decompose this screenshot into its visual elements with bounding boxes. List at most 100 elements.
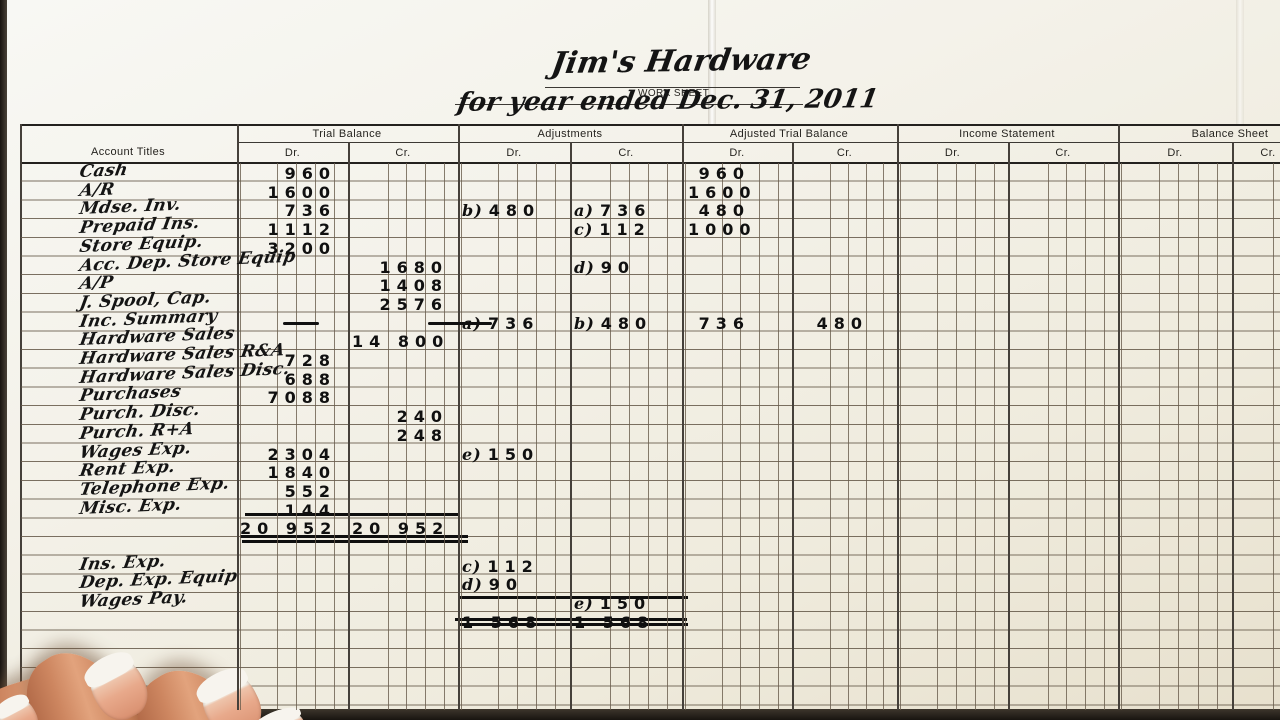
group-header-adjustments: Adjustments — [537, 128, 603, 140]
digit-column-line — [276, 163, 278, 710]
amount-cell: 1600 — [267, 182, 336, 202]
adjustment-ref-letter: e) — [574, 594, 594, 614]
group-divider-line-2 — [1121, 163, 1122, 710]
group-divider-line-2 — [900, 163, 901, 710]
digit-column-line — [777, 163, 779, 710]
form-label: WORK SHEET — [638, 88, 710, 99]
digit-column-line — [314, 163, 316, 710]
adjustment-ref-letter: b) — [462, 201, 483, 221]
digit-column-line — [1197, 163, 1199, 710]
column-header-dr: Dr. — [729, 147, 745, 159]
amount-cell: 960 — [284, 164, 336, 183]
group-divider-line-2 — [685, 163, 686, 710]
column-header-cr: Cr. — [1055, 147, 1071, 159]
photo-bottom-edge — [0, 709, 1280, 720]
digit-column-line — [740, 163, 742, 710]
digit-column-line — [847, 163, 849, 710]
amount-cell: 2576 — [379, 294, 448, 314]
hand — [0, 618, 312, 720]
digit-column-line — [1047, 163, 1049, 710]
amount-cell: a) 736 — [574, 201, 652, 221]
amount-cell: 248 — [396, 425, 448, 445]
drcr-divider-line — [570, 142, 572, 710]
digit-column-line — [425, 163, 426, 710]
group-divider-line — [682, 124, 684, 710]
title-rule-2 — [455, 104, 803, 105]
digit-column-line — [536, 163, 538, 710]
digit-column-line — [517, 163, 519, 710]
column-header-cr: Cr. — [618, 147, 634, 159]
amount-cell: 736 — [284, 201, 336, 221]
digit-column-line — [1066, 163, 1068, 710]
total-amount: 20 952 — [240, 519, 338, 539]
digit-column-line — [759, 163, 760, 710]
digit-column-line — [610, 163, 612, 710]
digit-column-line — [333, 163, 335, 710]
adjustment-ref-letter: c) — [574, 220, 594, 240]
total-amount: 20 952 — [352, 519, 450, 539]
amount-cell: 240 — [396, 407, 448, 427]
amount-cell: 3200 — [267, 238, 336, 258]
title-rule — [545, 87, 800, 88]
digit-column-line — [829, 163, 831, 710]
photo-left-edge — [0, 0, 7, 720]
trial-balance-double-rule-1 — [240, 535, 468, 538]
amount-cell: 1680 — [379, 257, 448, 277]
group-divider-line — [458, 124, 460, 710]
table-top-border — [20, 124, 1280, 126]
column-header-dr: Dr. — [284, 147, 301, 159]
amount-cell: d) 90 — [574, 257, 636, 277]
total-amount: 1 568 — [574, 612, 655, 632]
group-divider-line — [237, 124, 239, 710]
digit-column-line — [936, 163, 938, 710]
adjustment-ref-letter: c) — [462, 556, 482, 576]
digit-column-line — [1273, 163, 1275, 710]
amount-cell: 480 — [816, 313, 868, 333]
column-header-cr: Cr. — [1260, 147, 1276, 159]
total-amount: 1 568 — [462, 612, 543, 632]
amount-cell: 1408 — [379, 276, 448, 296]
adjustment-ref-letter: d) — [462, 575, 483, 595]
amount-cell: 480 — [698, 201, 750, 221]
digit-column-line — [555, 163, 557, 710]
drcr-divider-line — [1232, 142, 1234, 710]
amount-cell: e) 150 — [462, 444, 540, 464]
amount-cell: c) 112 — [462, 556, 539, 576]
adjustments-double-rule-2 — [460, 623, 688, 626]
adjustment-ref-letter: d) — [574, 257, 595, 277]
amount-cell: 7088 — [267, 388, 336, 408]
amount-cell: 728 — [284, 351, 336, 370]
trial-balance-double-rule-2 — [242, 540, 468, 543]
company-title: Jim's Hardware — [548, 41, 814, 82]
adjustment-ref-letter: a) — [462, 313, 482, 333]
account-title: Cash — [78, 159, 130, 182]
digit-column-line — [667, 163, 669, 710]
amount-cell: 14 800 — [352, 332, 450, 352]
column-header-cr: Cr. — [395, 147, 411, 159]
group-header-income-statement: Income Statement — [959, 128, 1055, 140]
account-titles-header: Account Titles — [90, 146, 166, 158]
column-header-dr: Dr. — [944, 147, 961, 159]
column-header-dr: Dr. — [506, 147, 522, 159]
digit-column-line — [648, 163, 650, 710]
amount-cell: e) 150 — [574, 594, 652, 614]
group-divider-line-2 — [461, 163, 462, 710]
digit-column-line — [883, 163, 885, 710]
amount-cell: 688 — [284, 369, 336, 389]
group-divider-line — [897, 124, 899, 710]
adjustment-ref-letter: e) — [462, 444, 482, 464]
digit-column-line — [443, 163, 445, 710]
account-title: Misc. Exp. — [78, 494, 184, 519]
digit-column-line — [1085, 163, 1086, 710]
column-header-dr: Dr. — [1167, 147, 1183, 159]
drcr-divider-line — [792, 142, 794, 710]
amount-cell: a) 736 — [462, 313, 540, 333]
amount-cell: c) 112 — [574, 220, 651, 240]
digit-column-line — [498, 163, 500, 710]
digit-column-line — [1103, 163, 1105, 710]
amount-cell: b) 480 — [462, 201, 541, 221]
digit-column-line — [1217, 163, 1219, 710]
column-header-underline — [20, 162, 1280, 164]
digit-column-line — [993, 163, 995, 710]
digit-column-line — [406, 163, 408, 710]
